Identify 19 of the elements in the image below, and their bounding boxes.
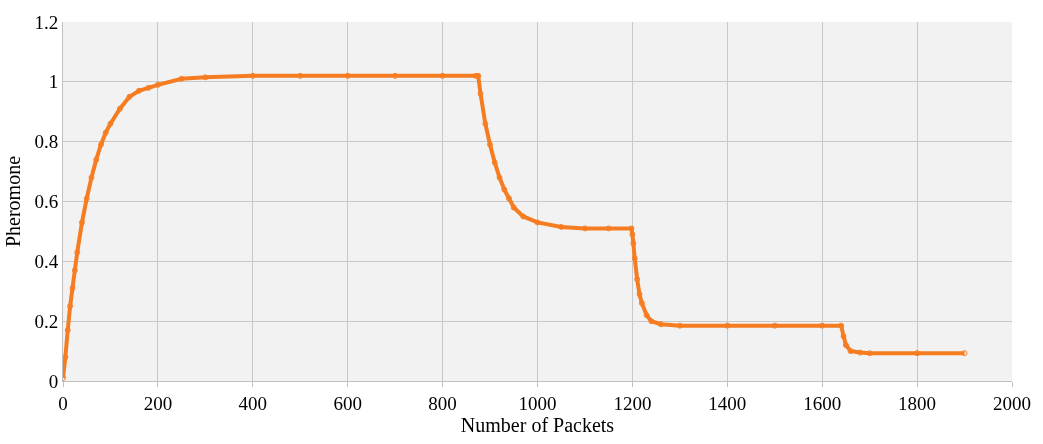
x-tick-label: 600 <box>333 392 362 414</box>
x-axis-title: Number of Packets <box>460 413 615 436</box>
x-tick-label: 1000 <box>518 392 557 414</box>
x-tick-label: 1600 <box>803 392 842 414</box>
y-tick-label: 0.6 <box>34 191 59 213</box>
x-tick-label: 200 <box>143 392 173 414</box>
x-tick-label: 1400 <box>708 392 747 414</box>
y-tick-label: 1 <box>48 71 59 93</box>
y-axis-title: Pheromone <box>1 155 24 248</box>
y-tick-label: 1.2 <box>34 11 59 33</box>
y-tick-label: 0 <box>48 370 59 392</box>
x-tick-label: 400 <box>238 392 268 414</box>
x-tick-label: 1800 <box>898 392 937 414</box>
y-tick-label: 0.4 <box>34 250 59 272</box>
x-tick-label: 1200 <box>613 392 652 414</box>
x-tick-label: 2000 <box>993 392 1031 414</box>
x-tick-label: 800 <box>428 392 457 414</box>
y-tick-label: 0.2 <box>34 310 59 332</box>
y-tick-label: 0.8 <box>34 131 59 153</box>
